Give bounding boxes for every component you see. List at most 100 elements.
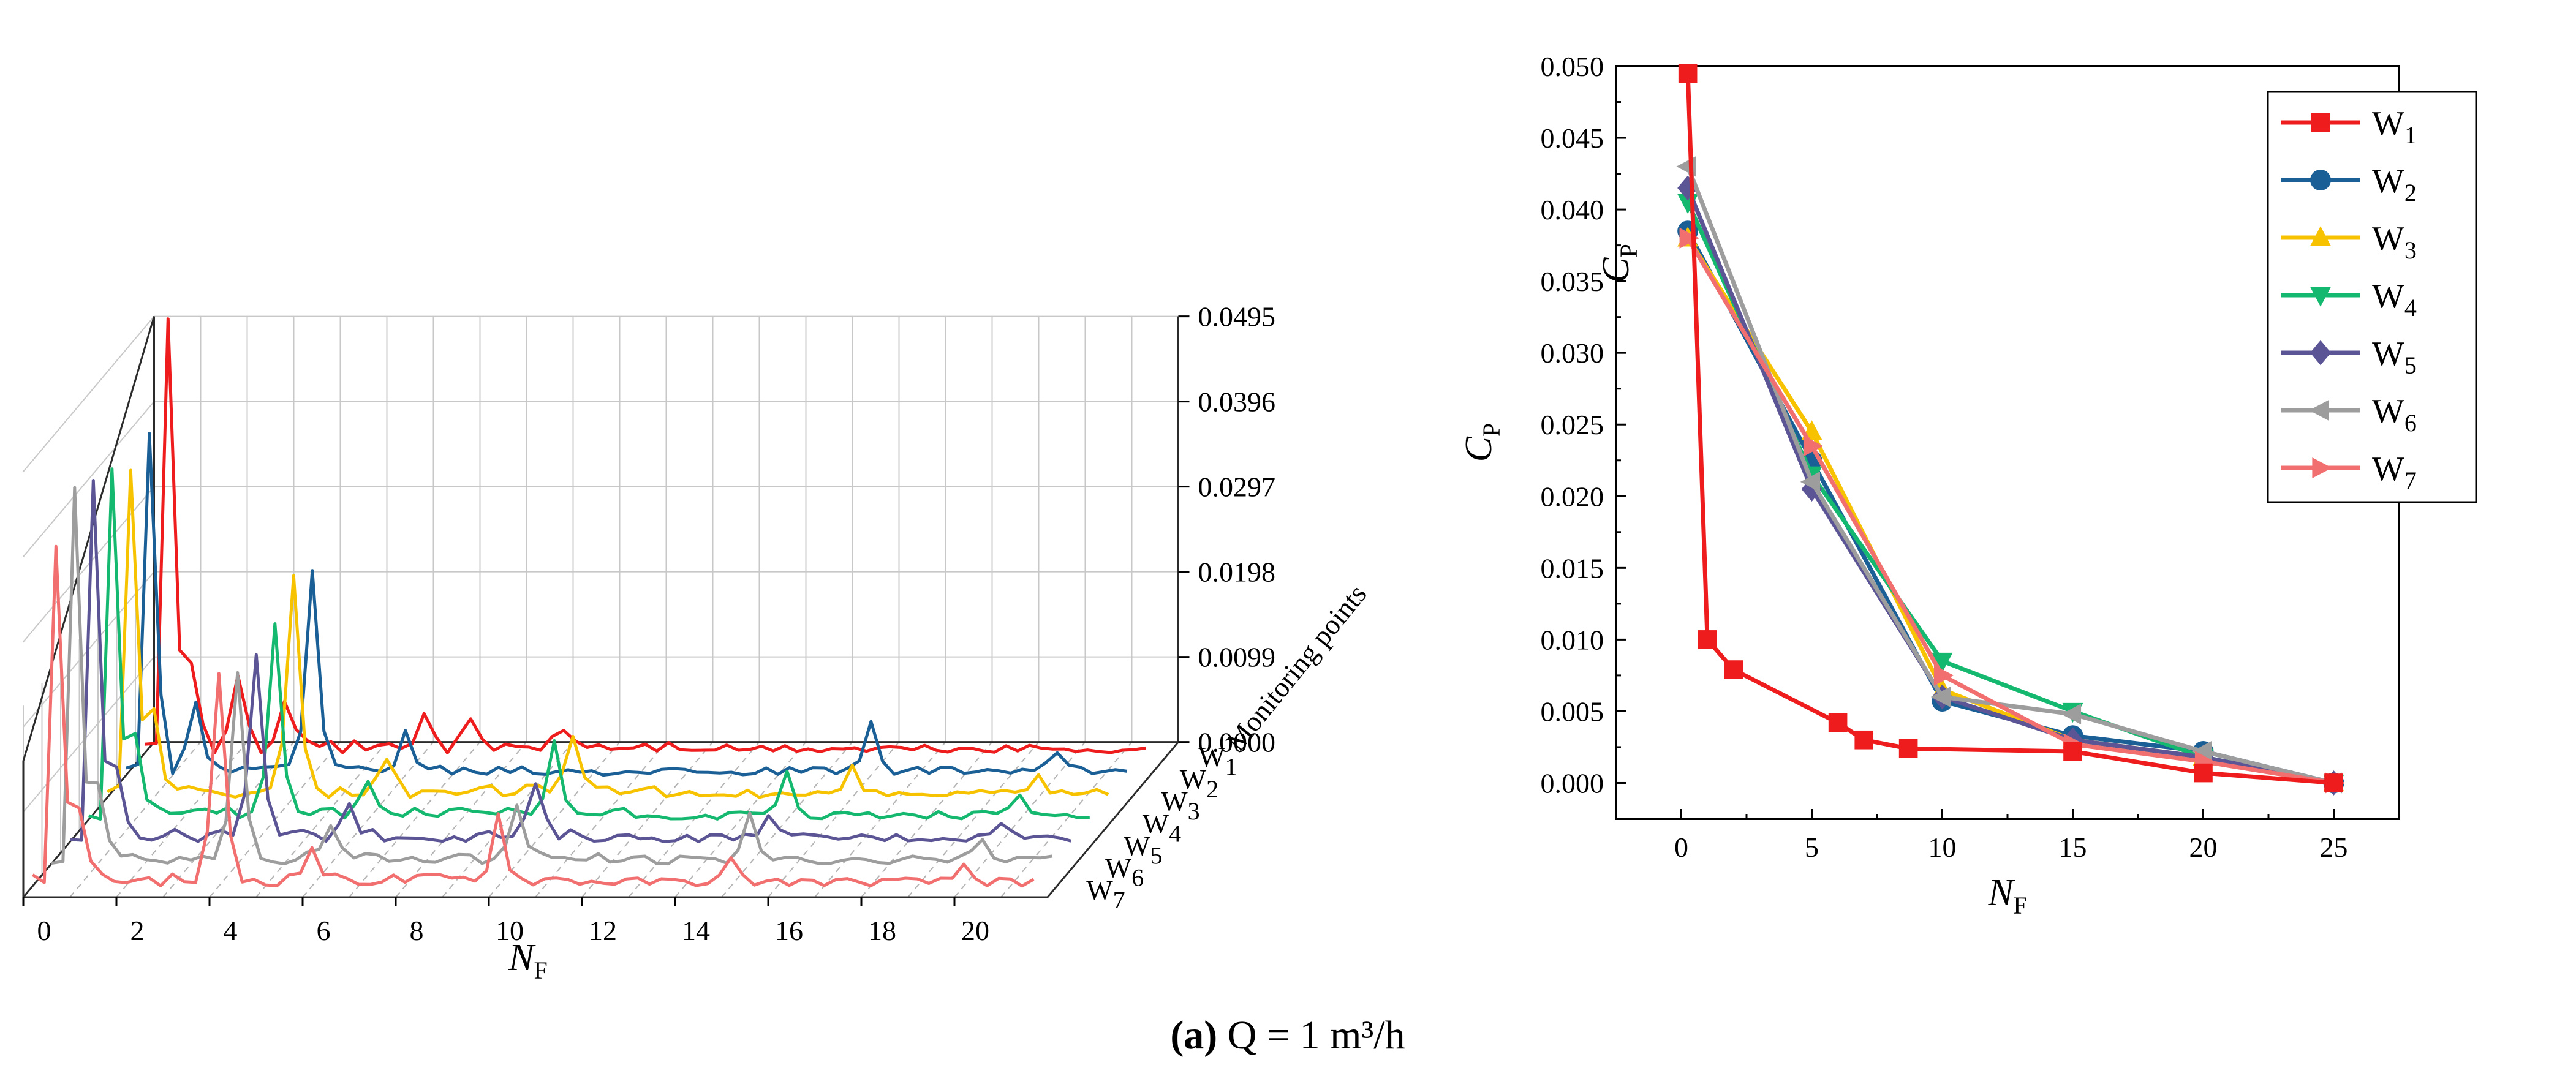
floor-gridline [907, 741, 1040, 898]
z-axis-label-sub: P [1615, 244, 1642, 257]
floor-gridline [69, 741, 202, 898]
row-label-w4: W4 [1143, 808, 1181, 847]
row-label-w7: W7 [1086, 875, 1125, 914]
data-point-w1 [1678, 64, 1698, 83]
y-tick-label: 0.015 [1541, 552, 1604, 584]
axis-box-edge [22, 316, 155, 762]
legend-marker-w3 [2310, 226, 2331, 246]
row-label-w2-main: W [1180, 764, 1207, 795]
row-label-w2-sub: 2 [1206, 775, 1218, 803]
legend-marker-w6 [2309, 400, 2329, 421]
x-tick-label: 5 [1805, 832, 1819, 863]
series-line-w7 [31, 544, 1035, 888]
series-w5 [1677, 175, 2344, 796]
data-point-w1 [1828, 713, 1848, 732]
x-tick-label: 20 [2189, 832, 2218, 863]
legend-label-w6-sub: 6 [2404, 409, 2417, 437]
legend-label-w7-main: W [2372, 450, 2404, 488]
data-point-w1 [2324, 773, 2343, 792]
legend-label-w2-main: W [2372, 162, 2404, 200]
x-tick-label: 16 [775, 915, 803, 946]
z-tick-label: 0.0396 [1198, 386, 1276, 418]
x-axis-label-main: N [1987, 872, 2015, 914]
floor-gridline [954, 741, 1086, 898]
side-wall-gridline [23, 656, 155, 813]
legend-label-w5-sub: 5 [2404, 352, 2417, 379]
x-tick-label: 6 [317, 915, 331, 946]
y-tick-label: 0.020 [1541, 481, 1604, 512]
y-tick-label: 0.045 [1541, 122, 1604, 154]
x-tick-label: 20 [961, 915, 989, 946]
data-point-w7 [1679, 227, 1699, 249]
legend-label-w1: W1 [2372, 105, 2417, 149]
side-wall-gridline [23, 401, 155, 557]
legend-marker-w4 [2310, 287, 2331, 307]
legend-label-w6: W6 [2372, 393, 2417, 437]
legend-label-w4: W4 [2372, 277, 2417, 322]
series-line-w3 [1686, 237, 2335, 785]
series-line-w2 [1686, 230, 2335, 785]
y-tick-label: 0.025 [1541, 409, 1604, 440]
series-line-w5 [70, 479, 1071, 843]
data-point-w7 [1933, 664, 1954, 686]
data-point-w1 [2063, 742, 2082, 761]
row-label-w7-sub: 7 [1113, 886, 1125, 914]
series-line-w6 [51, 486, 1053, 866]
x-tick-label: 18 [868, 915, 896, 946]
row-label-w5-sub: 5 [1150, 842, 1163, 870]
row-label-w2: W2 [1180, 764, 1218, 803]
series-line-w3 [107, 468, 1109, 799]
z-tick-label: 0.0198 [1198, 557, 1276, 588]
legend-label-w5: W5 [2372, 335, 2417, 379]
legend-label-w7-sub: 7 [2404, 467, 2417, 494]
row-label-w7-main: W [1086, 875, 1113, 906]
y-tick-label: 0.050 [1541, 51, 1604, 82]
series-w1 [1678, 64, 2343, 792]
x-tick-label: 10 [1928, 832, 1957, 863]
series-line-w2 [126, 432, 1128, 777]
y-tick-label: 0.040 [1541, 194, 1604, 225]
data-point-w1 [1898, 739, 1918, 758]
series-line-w1 [145, 317, 1146, 754]
z-tick-label: 0.0495 [1198, 301, 1276, 333]
row-label-w5: W5 [1124, 830, 1162, 870]
axis-box-edge [1046, 741, 1179, 898]
row-label-w1-sub: 1 [1225, 753, 1237, 781]
y-tick-label: 0.005 [1541, 696, 1604, 727]
z-tick-label: 0.0099 [1198, 642, 1276, 673]
legend-marker-w2 [2310, 170, 2331, 190]
data-point-w4 [1932, 652, 1953, 673]
legend-label-w1-sub: 1 [2404, 121, 2417, 149]
y-axis-label-sub: P [1478, 423, 1505, 437]
floor-gridline [721, 741, 853, 898]
floor-gridline [395, 741, 527, 898]
legend-label-w6-main: W [2372, 393, 2404, 431]
x-tick-label: 10 [496, 915, 524, 946]
legend-label-w3-sub: 3 [2404, 236, 2417, 264]
row-label-w6-main: W [1105, 852, 1132, 884]
legend-label-w5-main: W [2372, 335, 2404, 373]
y-tick-label: 0.030 [1541, 337, 1604, 369]
series-line-w5 [1685, 187, 2335, 785]
row-label-w3-sub: 3 [1188, 797, 1200, 825]
floor-gridline [1000, 741, 1133, 898]
x-tick-label: 0 [37, 915, 51, 946]
row-label-w6: W6 [1105, 852, 1144, 892]
data-point-w6 [1930, 687, 1951, 708]
x-axis-label: NF [1987, 872, 2027, 919]
row-label-w1: W1 [1198, 742, 1237, 781]
series-line-w7 [1686, 237, 2335, 785]
series-w6 [1676, 156, 2343, 794]
floor-gridline [768, 741, 900, 898]
legend-label-w3: W3 [2372, 220, 2417, 264]
y-axis-label-main: C [1458, 436, 1500, 462]
legend-label-w2-sub: 2 [2404, 179, 2417, 206]
floor-gridline [535, 741, 667, 898]
floor-gridline [349, 741, 481, 898]
side-wall-gridline [23, 315, 155, 472]
data-point-w6 [1800, 471, 1821, 492]
floor-gridline [302, 741, 434, 898]
legend-label-w4-sub: 4 [2404, 294, 2417, 322]
